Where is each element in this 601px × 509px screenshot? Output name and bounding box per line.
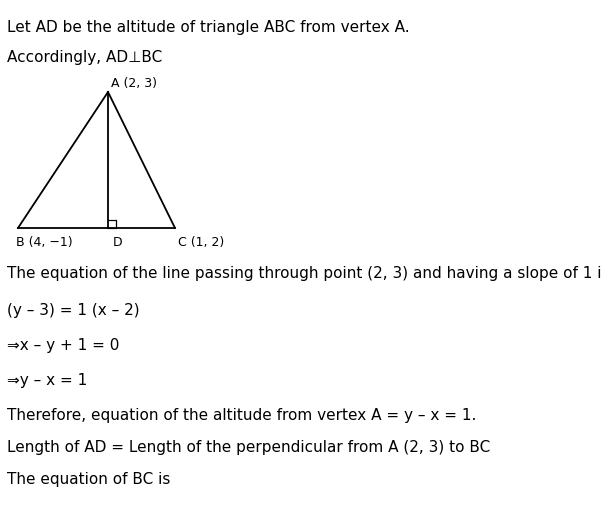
Text: Accordingly, AD⊥BC: Accordingly, AD⊥BC — [7, 50, 162, 65]
Text: Length of AD = Length of the perpendicular from A (2, 3) to BC: Length of AD = Length of the perpendicul… — [7, 440, 490, 455]
Text: D: D — [113, 236, 123, 249]
Text: The equation of BC is: The equation of BC is — [7, 472, 171, 487]
Text: Therefore, equation of the altitude from vertex A = y – x = 1.: Therefore, equation of the altitude from… — [7, 408, 477, 423]
Text: Let AD be the altitude of triangle ABC from vertex A.: Let AD be the altitude of triangle ABC f… — [7, 20, 410, 35]
Text: B (4, −1): B (4, −1) — [16, 236, 73, 249]
Text: A (2, 3): A (2, 3) — [111, 77, 157, 90]
Text: C (1, 2): C (1, 2) — [178, 236, 224, 249]
Text: (y – 3) = 1 (x – 2): (y – 3) = 1 (x – 2) — [7, 303, 140, 318]
Text: ⇒y – x = 1: ⇒y – x = 1 — [7, 373, 88, 388]
Text: The equation of the line passing through point (2, 3) and having a slope of 1 is: The equation of the line passing through… — [7, 266, 601, 281]
Text: ⇒x – y + 1 = 0: ⇒x – y + 1 = 0 — [7, 338, 120, 353]
